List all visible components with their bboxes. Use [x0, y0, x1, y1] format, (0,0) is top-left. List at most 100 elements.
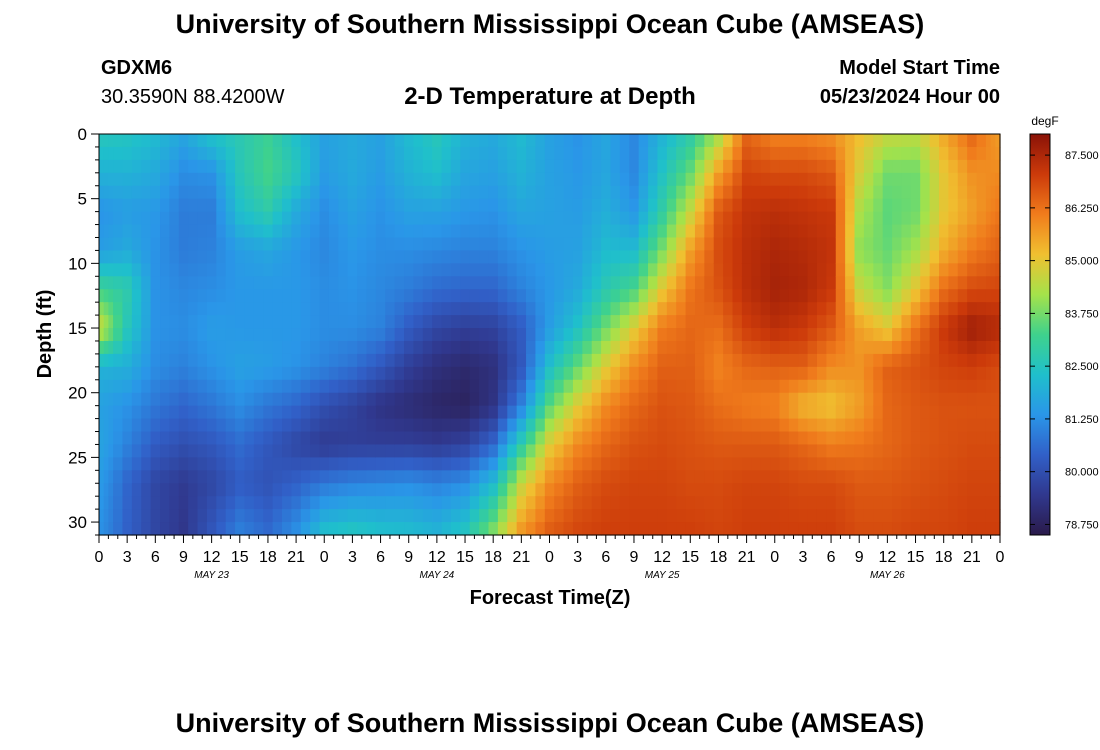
heatmap-cell — [141, 172, 152, 187]
heatmap-cell — [282, 146, 293, 161]
day-label: MAY 23 — [194, 570, 229, 581]
heatmap-cell — [694, 470, 705, 484]
heatmap-cell — [319, 483, 330, 497]
heatmap-cell — [741, 211, 752, 226]
x-tick-label: 15 — [456, 549, 474, 566]
heatmap-cell — [131, 134, 142, 148]
heatmap-cell — [582, 366, 593, 381]
heatmap-cell — [507, 483, 518, 497]
heatmap-cell — [507, 289, 518, 303]
heatmap-cell — [826, 263, 837, 277]
heatmap-cell — [216, 315, 227, 329]
heatmap-cell — [347, 315, 358, 329]
heatmap-cell — [967, 289, 978, 303]
heatmap-cell — [990, 496, 996, 510]
heatmap-cell — [291, 263, 302, 277]
heatmap-cell — [206, 211, 217, 226]
heatmap-cell — [235, 263, 246, 277]
heatmap-cell — [563, 470, 574, 484]
heatmap-cell — [732, 405, 743, 420]
heatmap-cell — [713, 353, 724, 368]
heatmap-cell — [188, 315, 199, 329]
heatmap-cell — [300, 263, 311, 277]
heatmap-cell — [497, 224, 508, 239]
heatmap-cell — [788, 353, 799, 368]
heatmap-cell — [704, 224, 715, 239]
heatmap-cell — [141, 146, 152, 161]
heatmap-cell — [366, 134, 377, 148]
heatmap-cell — [732, 302, 743, 316]
heatmap-cell — [99, 379, 105, 394]
heatmap-cell — [666, 392, 677, 407]
heatmap-cell — [516, 237, 527, 252]
heatmap-cell — [282, 185, 293, 200]
heatmap-cell — [601, 457, 612, 471]
heatmap-cell — [929, 418, 940, 433]
heatmap-cell — [929, 392, 940, 407]
heatmap-cell — [206, 224, 217, 239]
heatmap-cell — [835, 379, 846, 394]
heatmap-cell — [892, 353, 903, 368]
heatmap-cell — [544, 509, 555, 523]
heatmap-cell — [657, 522, 668, 536]
heatmap-cell — [263, 483, 274, 497]
heatmap-cell — [253, 159, 264, 174]
heatmap-cell — [422, 224, 433, 239]
heatmap-cell — [666, 444, 677, 458]
heatmap-cell — [310, 444, 321, 458]
heatmap-cell — [901, 328, 912, 342]
heatmap-cell — [995, 146, 1001, 161]
heatmap-cell — [694, 509, 705, 523]
heatmap-cell — [460, 509, 471, 523]
heatmap-cell — [404, 353, 415, 368]
heatmap-cell — [826, 379, 837, 394]
heatmap-cell — [582, 418, 593, 433]
heatmap-cell — [282, 237, 293, 252]
heatmap-cell — [328, 405, 339, 420]
heatmap-cell — [835, 496, 846, 510]
heatmap-cell — [282, 159, 293, 174]
heatmap-cell — [169, 457, 180, 471]
heatmap-cell — [798, 457, 809, 471]
heatmap-cell — [169, 379, 180, 394]
heatmap-cell — [967, 134, 978, 148]
heatmap-cell — [563, 263, 574, 277]
heatmap-cell — [526, 250, 537, 264]
heatmap-cell — [469, 315, 480, 329]
heatmap-cell — [394, 198, 405, 213]
heatmap-cell — [723, 522, 734, 536]
heatmap-cell — [450, 431, 461, 446]
heatmap-cell — [375, 250, 386, 264]
heatmap-cell — [507, 366, 518, 381]
heatmap-cell — [854, 353, 865, 368]
heatmap-cell — [619, 470, 630, 484]
heatmap-cell — [835, 198, 846, 213]
heatmap-cell — [892, 237, 903, 252]
heatmap-cell — [338, 353, 349, 368]
heatmap-cell — [131, 302, 142, 316]
heatmap-cell — [319, 328, 330, 342]
heatmap-cell — [892, 431, 903, 446]
heatmap-cell — [357, 237, 368, 252]
heatmap-cell — [967, 483, 978, 497]
heatmap-cell — [882, 315, 893, 329]
model-start-label: Model Start Time — [839, 57, 1000, 79]
heatmap-cell — [985, 328, 992, 342]
heatmap-cell — [310, 392, 321, 407]
heatmap-cell — [282, 224, 293, 239]
heatmap-cell — [103, 366, 109, 381]
heatmap-cell — [526, 457, 537, 471]
heatmap-cell — [404, 483, 415, 497]
heatmap-cell — [807, 496, 818, 510]
heatmap-cell — [554, 237, 565, 252]
heatmap-cell — [572, 366, 583, 381]
heatmap-cell — [854, 315, 865, 329]
heatmap-cell — [507, 340, 518, 355]
heatmap-cell — [845, 211, 856, 226]
heatmap-cell — [873, 146, 884, 161]
heatmap-cell — [863, 496, 874, 510]
heatmap-cell — [150, 457, 161, 471]
heatmap-cell — [741, 315, 752, 329]
heatmap-cell — [873, 237, 884, 252]
heatmap-cell — [507, 470, 518, 484]
